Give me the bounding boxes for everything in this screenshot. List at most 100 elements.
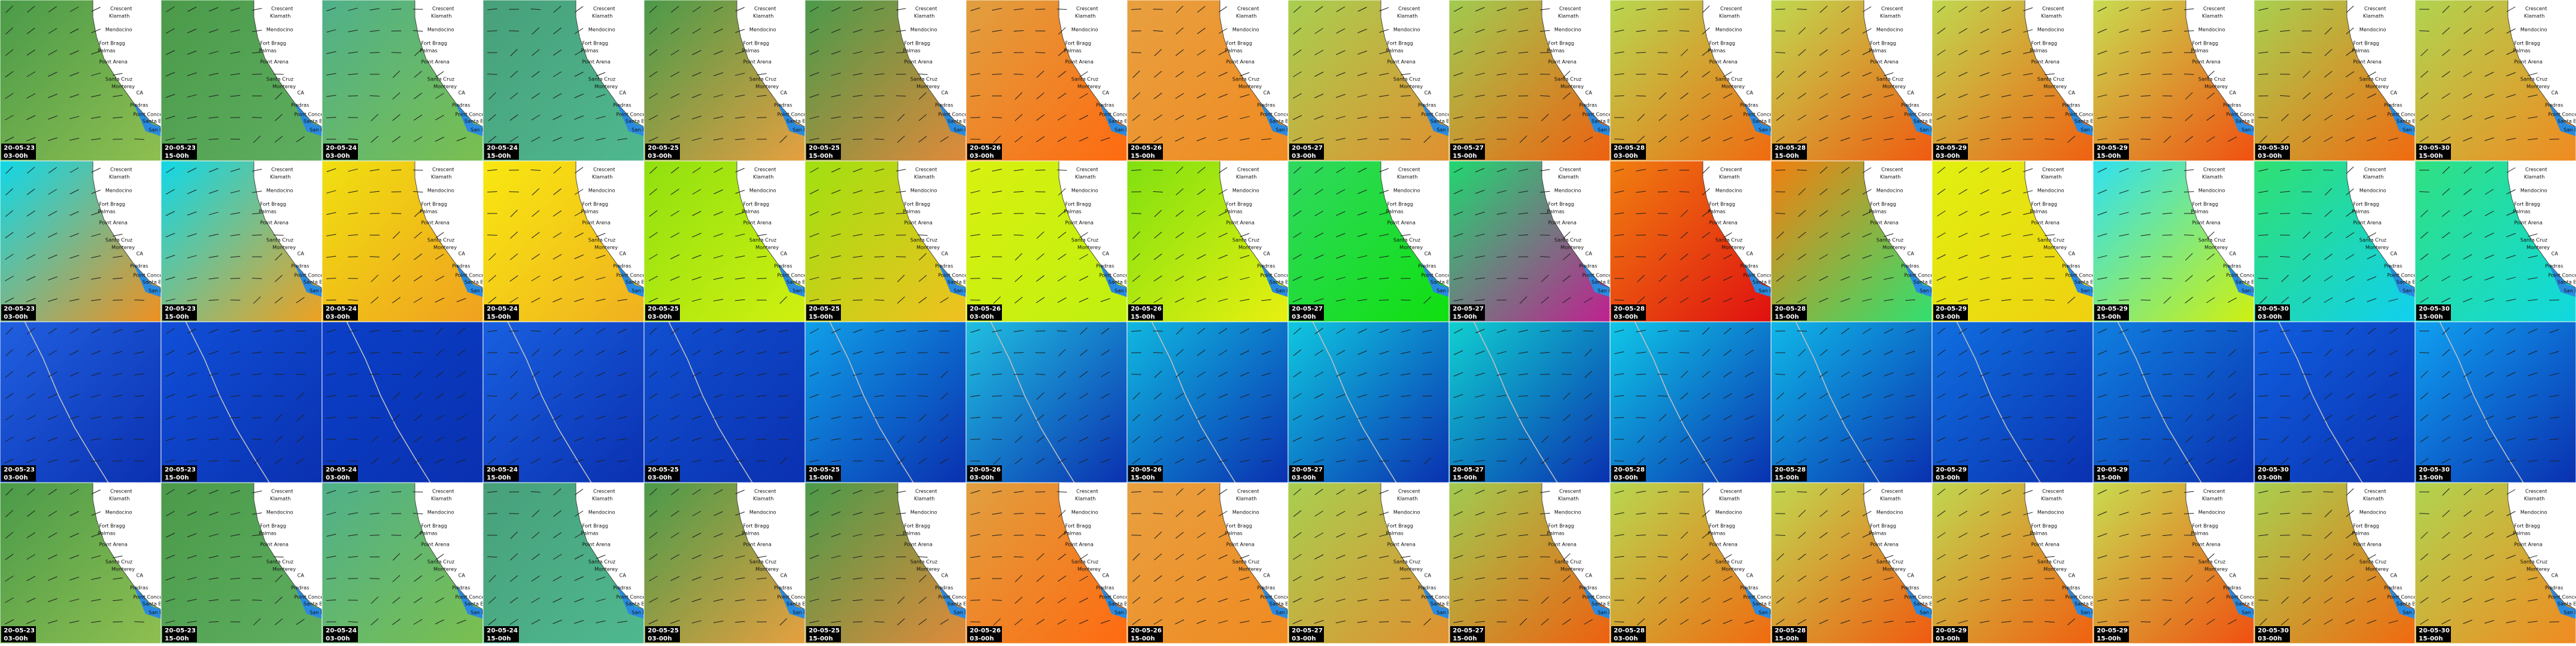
place-label: Point Arena — [582, 59, 611, 65]
place-label: Klamath — [592, 496, 612, 502]
place-label: CA — [941, 90, 949, 96]
place-label: Piedras — [291, 585, 309, 591]
map-field — [2415, 322, 2576, 483]
tile-date: 20-05-24 — [487, 145, 518, 152]
place-label: Point Arena — [1870, 59, 1899, 65]
place-label: Piedras — [613, 585, 631, 591]
place-label: CA — [136, 251, 144, 257]
place-label: Fort Bragg — [2353, 202, 2379, 207]
place-label: Piedras — [1257, 585, 1275, 591]
place-label: Monterey — [1560, 245, 1584, 251]
place-label: CA — [1102, 573, 1110, 579]
place-label: Klamath — [2524, 174, 2544, 180]
place-label: Fort Bragg — [1065, 523, 1091, 529]
place-label: Santa Cruz — [1393, 559, 1421, 565]
place-label: CA — [2551, 251, 2559, 257]
place-label: Santa Barbara — [2557, 280, 2576, 285]
tile-time: 15-00h — [809, 153, 833, 160]
place-label: Santa Cruz — [2359, 238, 2387, 243]
tile-time: 03-00h — [1292, 635, 1316, 642]
place-label: Klamath — [431, 14, 451, 19]
place-label: CA — [1102, 251, 1110, 257]
place-label: Fort Bragg — [1870, 523, 1896, 529]
place-label: Mendocino — [1876, 27, 1904, 33]
place-label: Mendocino — [1071, 510, 1099, 515]
place-label: Mendocino — [1554, 510, 1582, 515]
tile-time: 15-00h — [2419, 314, 2443, 321]
place-label: Point Arena — [2031, 220, 2060, 226]
place-label: CA — [780, 90, 788, 96]
place-label: CA — [619, 90, 627, 96]
place-label: Mendocino — [910, 510, 938, 515]
tile-date: 20-05-26 — [970, 467, 1001, 473]
place-label: Monterey — [1077, 567, 1101, 572]
place-label: Santa Cruz — [1876, 238, 1904, 243]
place-label: Santa Cruz — [1715, 559, 1743, 565]
place-label: Point Arena — [1548, 542, 1577, 548]
place-label: Klamath — [753, 14, 773, 19]
tile-date: 20-05-27 — [1292, 627, 1323, 634]
place-label: Fort Bragg — [421, 523, 447, 529]
place-label: Mendocino — [266, 188, 294, 194]
place-label: Monterey — [111, 84, 135, 90]
place-label: Fort Bragg — [1226, 202, 1252, 207]
place-label: CA — [619, 251, 627, 257]
place-label: Monterey — [2204, 245, 2228, 251]
place-label: Klamath — [592, 14, 612, 19]
place-label: Fort Bragg — [582, 41, 608, 46]
place-label: Point Arena — [421, 220, 450, 226]
place-label: Klamath — [1719, 14, 1739, 19]
place-label: Point Arena — [1065, 59, 1094, 65]
place-label: CA — [1746, 90, 1754, 96]
place-label: Monterey — [2365, 567, 2389, 572]
tile-time: 03-00h — [648, 153, 672, 160]
place-label: Piedras — [935, 103, 953, 108]
place-label: Point Arena — [99, 220, 128, 226]
place-label: Monterey — [1882, 84, 1906, 90]
place-label: Piedras — [1579, 264, 1597, 269]
place-label: Santa Cruz — [749, 77, 777, 82]
place-label: Monterey — [2043, 567, 2067, 572]
place-label: Fort Bragg — [582, 523, 608, 529]
place-label: Mendocino — [105, 188, 133, 194]
place-label: Mendocino — [1393, 510, 1421, 515]
place-label: Point Arena — [1226, 542, 1255, 548]
place-label: Monterey — [433, 567, 457, 572]
place-label: Mendocino — [2198, 510, 2226, 515]
place-label: Palmas — [420, 48, 437, 54]
place-label: Klamath — [109, 496, 129, 502]
place-label: Piedras — [130, 585, 148, 591]
place-label: CA — [941, 573, 949, 579]
place-label: Fort Bragg — [904, 202, 930, 207]
place-label: Point Arena — [1387, 542, 1416, 548]
place-label: Mendocino — [1232, 27, 1260, 33]
place-label: Monterey — [272, 84, 296, 90]
place-label: Santa Cruz — [2359, 77, 2387, 82]
place-label: Point Arena — [1226, 220, 1255, 226]
place-label: Piedras — [1901, 264, 1919, 269]
place-label: Monterey — [2526, 567, 2550, 572]
tile-time: 15-00h — [2419, 475, 2443, 481]
place-label: Santa Cruz — [2359, 559, 2387, 565]
place-label: Santa Cruz — [1715, 77, 1743, 82]
place-label: Palmas — [2030, 531, 2047, 536]
place-label: Klamath — [1880, 174, 1900, 180]
place-label: Crescent — [1237, 6, 1259, 12]
tile-time: 03-00h — [970, 635, 994, 642]
place-label: Mendocino — [1232, 510, 1260, 515]
place-label: Crescent — [2364, 489, 2386, 494]
place-label: Palmas — [420, 531, 437, 536]
place-label: Palmas — [2352, 531, 2369, 536]
place-label: Santa Cruz — [2198, 238, 2226, 243]
place-label: Piedras — [774, 585, 792, 591]
place-label: Crescent — [271, 6, 293, 12]
place-label: Santa Cruz — [2198, 559, 2226, 565]
place-label: Point Arena — [421, 59, 450, 65]
place-label: Piedras — [2384, 264, 2402, 269]
